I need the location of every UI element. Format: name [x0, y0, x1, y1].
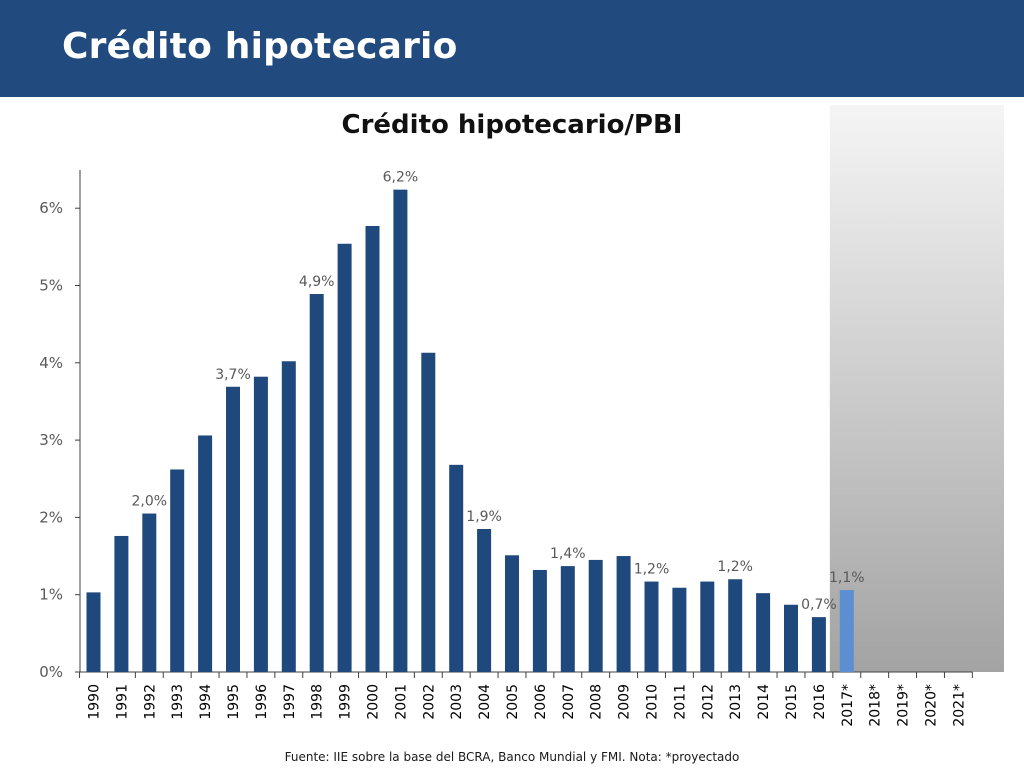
projection-shade [829, 105, 1004, 672]
bar-2006 [532, 569, 547, 672]
bar-1996 [253, 376, 268, 672]
bar-1990 [86, 592, 101, 672]
y-tick-label: 0% [39, 663, 63, 681]
x-tick-label: 1999 [338, 684, 354, 720]
x-tick-label: 2007 [561, 684, 577, 720]
x-tick-label: 2017* [840, 684, 856, 727]
x-tick-label: 1990 [87, 684, 103, 720]
bar-2004 [477, 528, 492, 672]
x-tick-label: 1994 [198, 684, 214, 720]
slide-header: Crédito hipotecario [0, 0, 1024, 97]
x-tick-label: 2018* [868, 684, 884, 727]
bar-2005 [505, 555, 519, 672]
bar-2015 [784, 604, 798, 672]
bar-2002 [421, 352, 436, 672]
bar-1991 [114, 535, 129, 672]
bar-1994 [198, 435, 213, 672]
data-label: 6,2% [383, 170, 419, 186]
bar-2007 [560, 566, 575, 672]
x-tick-label: 1997 [282, 684, 298, 720]
bar-2017-proj [839, 590, 854, 672]
bar-2009 [616, 556, 631, 672]
source-note: Fuente: IIE sobre la base del BCRA, Banc… [284, 750, 740, 764]
y-tick-label: 2% [39, 508, 63, 526]
bar-2012 [700, 581, 715, 672]
x-tick-label: 2002 [421, 684, 437, 720]
data-label: 2,0% [132, 494, 168, 510]
data-label: 1,1% [829, 570, 865, 586]
data-label: 4,9% [299, 274, 335, 290]
y-tick-label: 5% [39, 277, 63, 295]
x-tick-label: 2015 [784, 684, 800, 720]
x-tick-label: 2006 [533, 684, 549, 720]
x-tick-label: 2014 [756, 684, 772, 720]
bar-2016 [811, 617, 826, 672]
data-label: 1,4% [550, 546, 586, 562]
bar-2010 [644, 581, 659, 672]
bar-2013 [728, 579, 743, 672]
y-tick-label: 6% [39, 199, 63, 217]
bar-1999 [337, 243, 352, 672]
x-tick-label: 2012 [700, 684, 716, 720]
bar-2014 [756, 593, 771, 672]
slide-title: Crédito hipotecario [62, 26, 458, 67]
x-tick-label: 1991 [114, 684, 130, 720]
x-tick-label: 2001 [393, 684, 409, 720]
x-tick-label: 2005 [505, 684, 521, 720]
x-tick-label: 2019* [896, 684, 912, 727]
y-tick-label: 3% [39, 431, 63, 449]
x-tick-label: 2000 [366, 684, 382, 720]
x-tick-label: 2010 [645, 684, 661, 720]
x-tick-label: 2008 [589, 684, 605, 720]
y-tick-label: 1% [39, 586, 63, 604]
y-tick-label: 4% [39, 354, 63, 372]
x-tick-label: 2009 [617, 684, 633, 720]
bar-1998 [309, 294, 324, 672]
x-tick-label: 1993 [170, 684, 186, 720]
x-tick-label: 1998 [310, 684, 326, 720]
x-tick-label: 1996 [254, 684, 270, 720]
data-label: 1,9% [466, 509, 502, 525]
chart-title: Crédito hipotecario/PBI [341, 110, 683, 140]
x-tick-label: 2020* [924, 684, 940, 727]
data-label: 1,2% [717, 559, 753, 575]
x-tick-label: 2013 [728, 684, 744, 720]
data-label: 3,7% [215, 367, 251, 383]
x-tick-label: 2003 [449, 684, 465, 720]
bar-2000 [365, 225, 380, 672]
x-tick-label: 2011 [672, 684, 688, 720]
x-tick-label: 1992 [142, 684, 158, 720]
x-tick-label: 2004 [477, 684, 493, 720]
bar-1993 [170, 469, 185, 672]
bar-2011 [672, 587, 687, 672]
bar-1995 [226, 386, 240, 672]
x-tick-label: 2016 [812, 684, 828, 720]
bar-1997 [281, 361, 296, 672]
bar-2001 [393, 189, 408, 672]
bar-2008 [588, 559, 603, 672]
x-tick-label: 2021* [951, 684, 967, 727]
x-tick-label: 1995 [226, 684, 242, 720]
bar-1992 [142, 513, 157, 672]
bar-2003 [449, 464, 464, 672]
data-label: 0,7% [801, 597, 837, 613]
data-label: 1,2% [634, 562, 670, 578]
